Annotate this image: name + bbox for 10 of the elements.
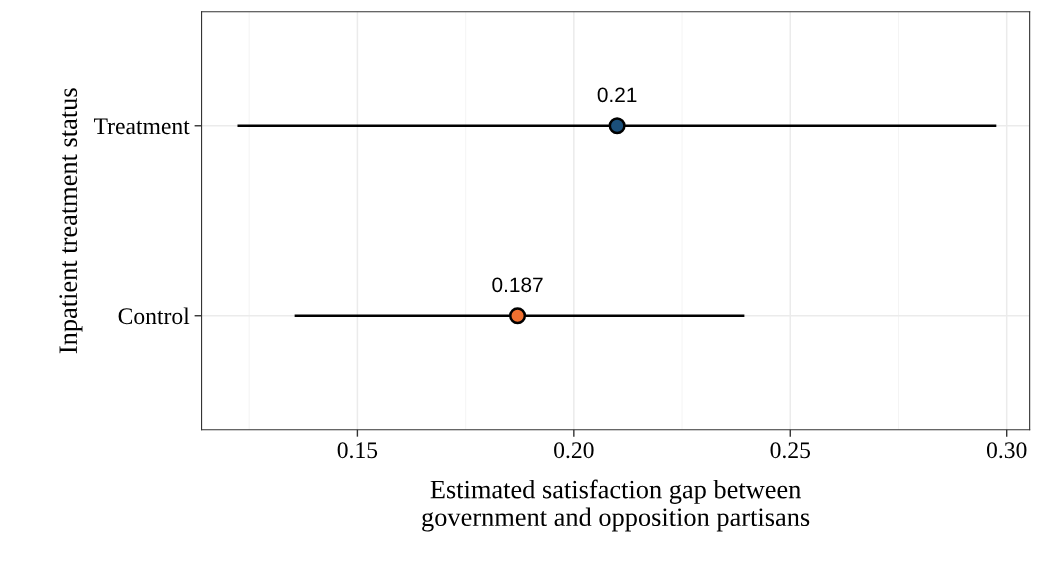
data-label: 0.21: [597, 87, 637, 103]
x-tick-label: 0.25: [770, 442, 811, 459]
x-tick-label: 0.30: [986, 442, 1027, 459]
x-tick-label: 0.15: [337, 442, 378, 459]
data-label: 0.187: [492, 277, 543, 293]
y-tick-label: Treatment: [94, 118, 190, 135]
y-axis-title: Inpatient treatment status: [59, 88, 83, 354]
y-tick-label: Control: [118, 307, 190, 325]
x-tick-label: 0.20: [554, 442, 594, 459]
x-axis-title: Estimated satisfaction gap between government and opposition partisans: [422, 479, 810, 532]
